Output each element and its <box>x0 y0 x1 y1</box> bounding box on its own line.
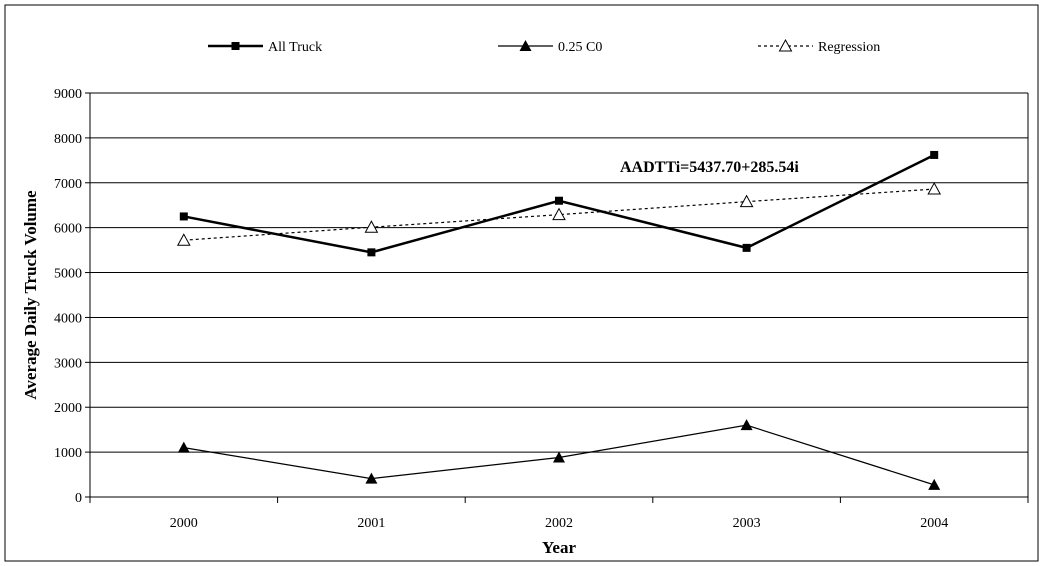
data-point-regression <box>552 207 566 221</box>
y-axis-title: Average Daily Truck Volume <box>21 190 40 400</box>
legend-label: 0.25 C0 <box>558 40 602 55</box>
y-tick-label: 0 <box>75 491 82 506</box>
y-tick-label: 1000 <box>54 446 82 461</box>
y-axis-ticks: 0 1000 2000 3000 4000 5000 6000 7000 8000 9000 <box>54 87 90 506</box>
data-point-regression <box>739 194 754 208</box>
data-point-all-truck <box>555 196 563 205</box>
data-point-all-truck <box>179 212 188 221</box>
data-point-0-25-c0 <box>553 451 565 463</box>
legend-swatch-marker <box>778 38 793 52</box>
legend-label: All Truck <box>268 40 322 55</box>
x-axis-title: Year <box>542 538 576 557</box>
data-point-all-truck <box>367 248 376 257</box>
y-tick-label: 7000 <box>54 177 82 192</box>
data-point-0-25-c0 <box>365 472 378 484</box>
data-point-regression <box>364 220 379 233</box>
series-regression <box>176 182 942 246</box>
y-tick-label: 6000 <box>54 222 82 237</box>
y-tick-label: 4000 <box>54 311 82 326</box>
legend-swatch-marker <box>519 40 532 51</box>
legend-item-regression: Regression <box>758 38 880 55</box>
x-tick-label: 2000 <box>170 516 198 531</box>
x-tick-label: 2004 <box>920 516 948 531</box>
series-0-25-c0 <box>177 419 941 490</box>
series-layer <box>176 150 942 490</box>
x-tick-label: 2002 <box>545 516 573 531</box>
x-tick-label: 2003 <box>733 516 761 531</box>
gridlines <box>89 92 1029 498</box>
chart-border <box>4 4 1039 562</box>
series-line-regression <box>183 188 935 241</box>
data-point-regression <box>176 233 191 246</box>
data-point-0-25-c0 <box>177 441 190 453</box>
y-tick-label: 8000 <box>54 132 82 147</box>
y-tick-label: 9000 <box>54 87 82 102</box>
y-tick-label: 2000 <box>54 401 82 416</box>
series-all-truck <box>179 150 939 257</box>
y-tick-label: 5000 <box>54 267 82 282</box>
data-point-0-25-c0 <box>928 478 941 490</box>
x-tick-label: 2001 <box>357 516 385 531</box>
legend-item-0-25-c0: 0.25 C0 <box>498 40 602 55</box>
legend: All Truck 0.25 C0 Regression <box>208 38 880 55</box>
legend-swatch-marker <box>231 42 240 50</box>
legend-item-all-truck: All Truck <box>208 40 322 55</box>
x-axis-ticks: 2000 2001 2002 2003 2004 <box>89 497 1029 531</box>
y-tick-label: 3000 <box>54 356 82 371</box>
legend-label: Regression <box>818 40 880 55</box>
data-point-all-truck <box>742 243 751 252</box>
regression-equation-label: AADTTi=5437.70+285.54i <box>620 159 799 176</box>
data-point-regression <box>927 182 942 195</box>
data-point-0-25-c0 <box>740 419 753 431</box>
data-point-all-truck <box>930 150 939 159</box>
